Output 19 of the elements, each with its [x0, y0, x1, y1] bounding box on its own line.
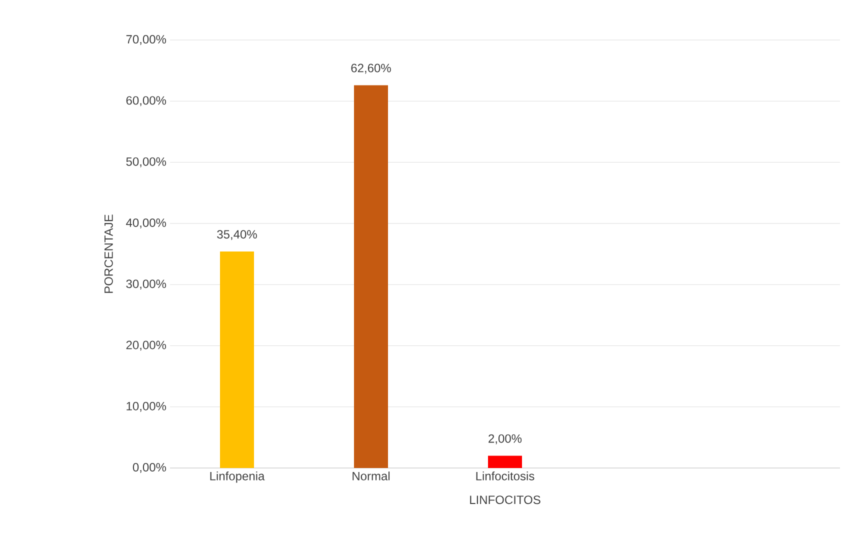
y-tick-label: 40,00% [126, 218, 166, 228]
data-label: 2,00% [488, 434, 522, 444]
data-label: 35,40% [217, 230, 257, 240]
data-label: 62,60% [351, 64, 391, 74]
y-tick-label: 0,00% [132, 463, 166, 473]
bar [488, 456, 522, 468]
y-tick-label: 50,00% [126, 157, 166, 168]
x-tick-label: Normal [352, 472, 390, 480]
y-tick-label: 60,00% [126, 96, 166, 106]
y-tick-label: 30,00% [126, 280, 166, 290]
bar [220, 252, 254, 468]
y-tick-label: 70,00% [126, 35, 166, 45]
y-tick-label: 10,00% [126, 402, 166, 412]
x-axis-title: LINFOCITOS [470, 496, 540, 504]
y-tick-label: 20,00% [126, 340, 166, 351]
x-tick-label: Linfopenia [210, 472, 265, 483]
x-tick-label: Linfocitosis [476, 472, 534, 480]
bar [354, 85, 388, 468]
y-axis-title: PORCENTAJE [104, 214, 113, 293]
